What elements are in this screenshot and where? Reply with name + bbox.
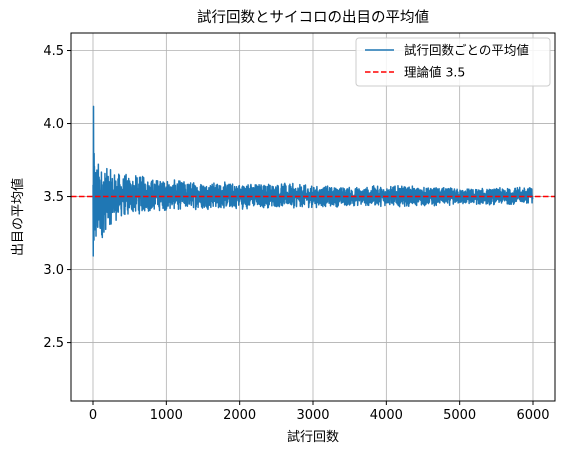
y-tick-label: 4.5: [43, 44, 64, 59]
x-tick-label: 5000: [443, 408, 476, 423]
legend-label-theory: 理論値 3.5: [404, 65, 465, 80]
y-tick-label: 4.0: [43, 117, 64, 132]
x-tick-label: 1000: [150, 408, 183, 423]
x-tick-label: 3000: [296, 408, 329, 423]
y-axis-title: 出目の平均値: [10, 178, 26, 256]
x-tick-label: 0: [89, 408, 97, 423]
series-line-average: [92, 105, 534, 257]
plot-area: [71, 105, 555, 257]
legend-box: [355, 37, 551, 87]
x-axis-title: 試行回数: [287, 429, 339, 445]
x-tick-label: 4000: [370, 408, 403, 423]
x-tick-label: 2000: [223, 408, 256, 423]
legend: 試行回数ごとの平均値 理論値 3.5: [355, 37, 551, 87]
y-tick-label: 3.5: [43, 190, 64, 205]
ticks: 0 1000 2000 3000 4000 5000 6000 2.5 3.0 3.5 4.0 4.5: [43, 44, 549, 423]
x-tick-label: 6000: [516, 408, 549, 423]
legend-label-average: 試行回数ごとの平均値: [404, 43, 529, 58]
chart-title: 試行回数とサイコロの出目の平均値: [197, 9, 429, 26]
y-tick-label: 2.5: [43, 336, 64, 351]
y-tick-label: 3.0: [43, 263, 64, 278]
